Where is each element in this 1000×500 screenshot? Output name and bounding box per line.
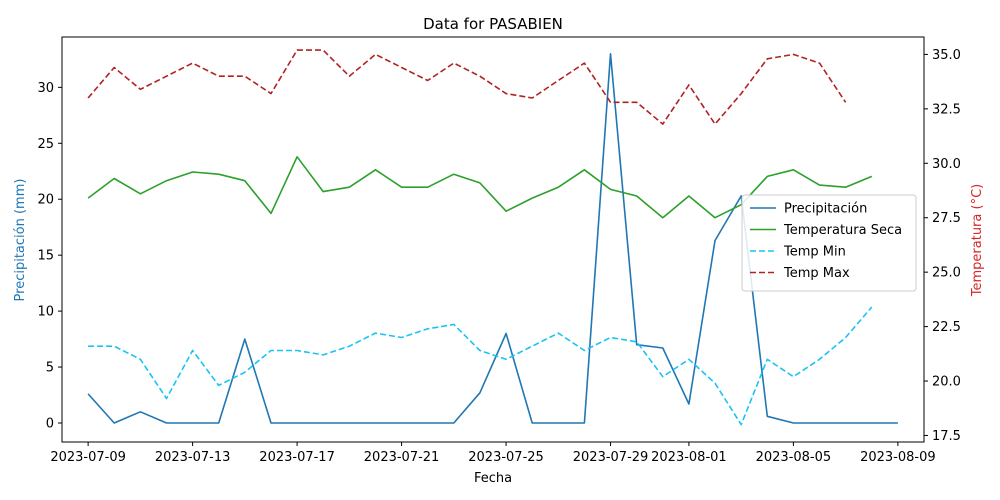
x-tick-label: 2023-07-13	[155, 450, 231, 465]
right-tick-label: 30.0	[932, 157, 961, 172]
series-line-precipitaci-n	[87, 52, 898, 424]
legend-label: Temp Max	[783, 266, 850, 281]
series-layer	[87, 49, 898, 426]
left-axis-title: Precipitación (mm)	[13, 179, 28, 302]
left-tick-label: 30	[37, 81, 54, 96]
series-line-temp-min	[88, 306, 873, 426]
x-tick-label: 2023-07-17	[259, 450, 335, 465]
x-axis: 2023-07-09 2023-07-13 2023-07-17 2023-07-21…	[50, 442, 936, 465]
left-tick-label: 20	[37, 193, 54, 208]
left-tick-label: 25	[37, 137, 54, 152]
x-tick-label: 2023-08-01	[651, 450, 727, 465]
legend-label: Precipitación	[784, 202, 867, 217]
x-tick-label: 2023-07-25	[468, 450, 544, 465]
x-tick-label: 2023-08-05	[756, 450, 832, 465]
right-tick-label: 27.5	[932, 211, 961, 226]
right-axis-title: Temperatura (°C)	[970, 184, 985, 297]
series-line-temperatura-seca	[87, 156, 873, 219]
legend: Precipitación Temperatura Seca Temp Min Tem…	[741, 194, 917, 292]
x-tick-label: 2023-07-09	[50, 450, 126, 465]
right-tick-label: 32.5	[932, 102, 961, 117]
left-tick-label: 0	[46, 416, 54, 431]
right-tick-label: 35.0	[932, 48, 961, 63]
right-tick-label: 20.0	[932, 375, 961, 390]
legend-label: Temp Min	[783, 245, 846, 260]
left-tick-label: 15	[37, 249, 54, 264]
x-tick-label: 2023-08-09	[860, 450, 936, 465]
series-line-temp-max	[87, 49, 847, 125]
left-tick-label: 5	[46, 361, 54, 376]
right-tick-label: 17.5	[932, 429, 961, 444]
legend-box	[741, 194, 917, 292]
x-tick-label: 2023-07-29	[573, 450, 649, 465]
chart-title: Data for PASABIEN	[423, 15, 563, 33]
right-tick-label: 25.0	[932, 266, 961, 281]
legend-label: Temperatura Seca	[783, 223, 902, 238]
plot-area	[61, 36, 925, 443]
right-tick-label: 22.5	[932, 320, 961, 335]
x-axis-title: Fecha	[474, 471, 512, 486]
left-tick-label: 10	[37, 305, 54, 320]
right-axis: 17.5 20.0 22.5 25.0 27.5 30.0 32.5 35.0	[924, 48, 961, 444]
left-axis: 0 5 10 15 20 25 30	[37, 81, 62, 431]
x-tick-label: 2023-07-21	[364, 450, 440, 465]
